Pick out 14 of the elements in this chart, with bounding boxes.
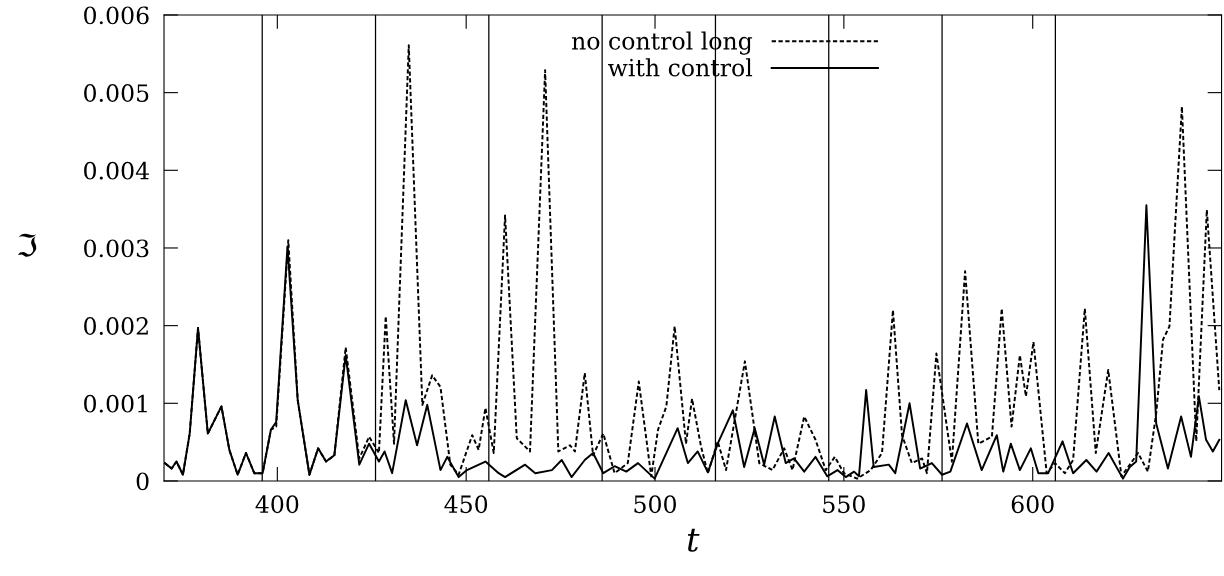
y-tick-label: 0.005: [84, 84, 149, 102]
x-tick-label: 550: [823, 495, 865, 514]
y-tick-label: 0.001: [84, 394, 147, 413]
y-tick-label: 0.003: [84, 239, 149, 258]
x-tick-label: 400: [255, 495, 299, 514]
x-tick-label: 500: [634, 495, 676, 514]
y-tick-label: 0: [136, 472, 149, 491]
y-tick-label: 0.006: [84, 6, 149, 25]
x-tick-label: 600: [1011, 495, 1054, 514]
y-axis-title: ℑ: [17, 233, 37, 257]
y-tick-label: 0.004: [84, 161, 149, 180]
x-axis-title: t: [687, 528, 700, 552]
y-tick-label: 0.002: [84, 317, 148, 335]
x-tick-label: 450: [444, 495, 488, 514]
